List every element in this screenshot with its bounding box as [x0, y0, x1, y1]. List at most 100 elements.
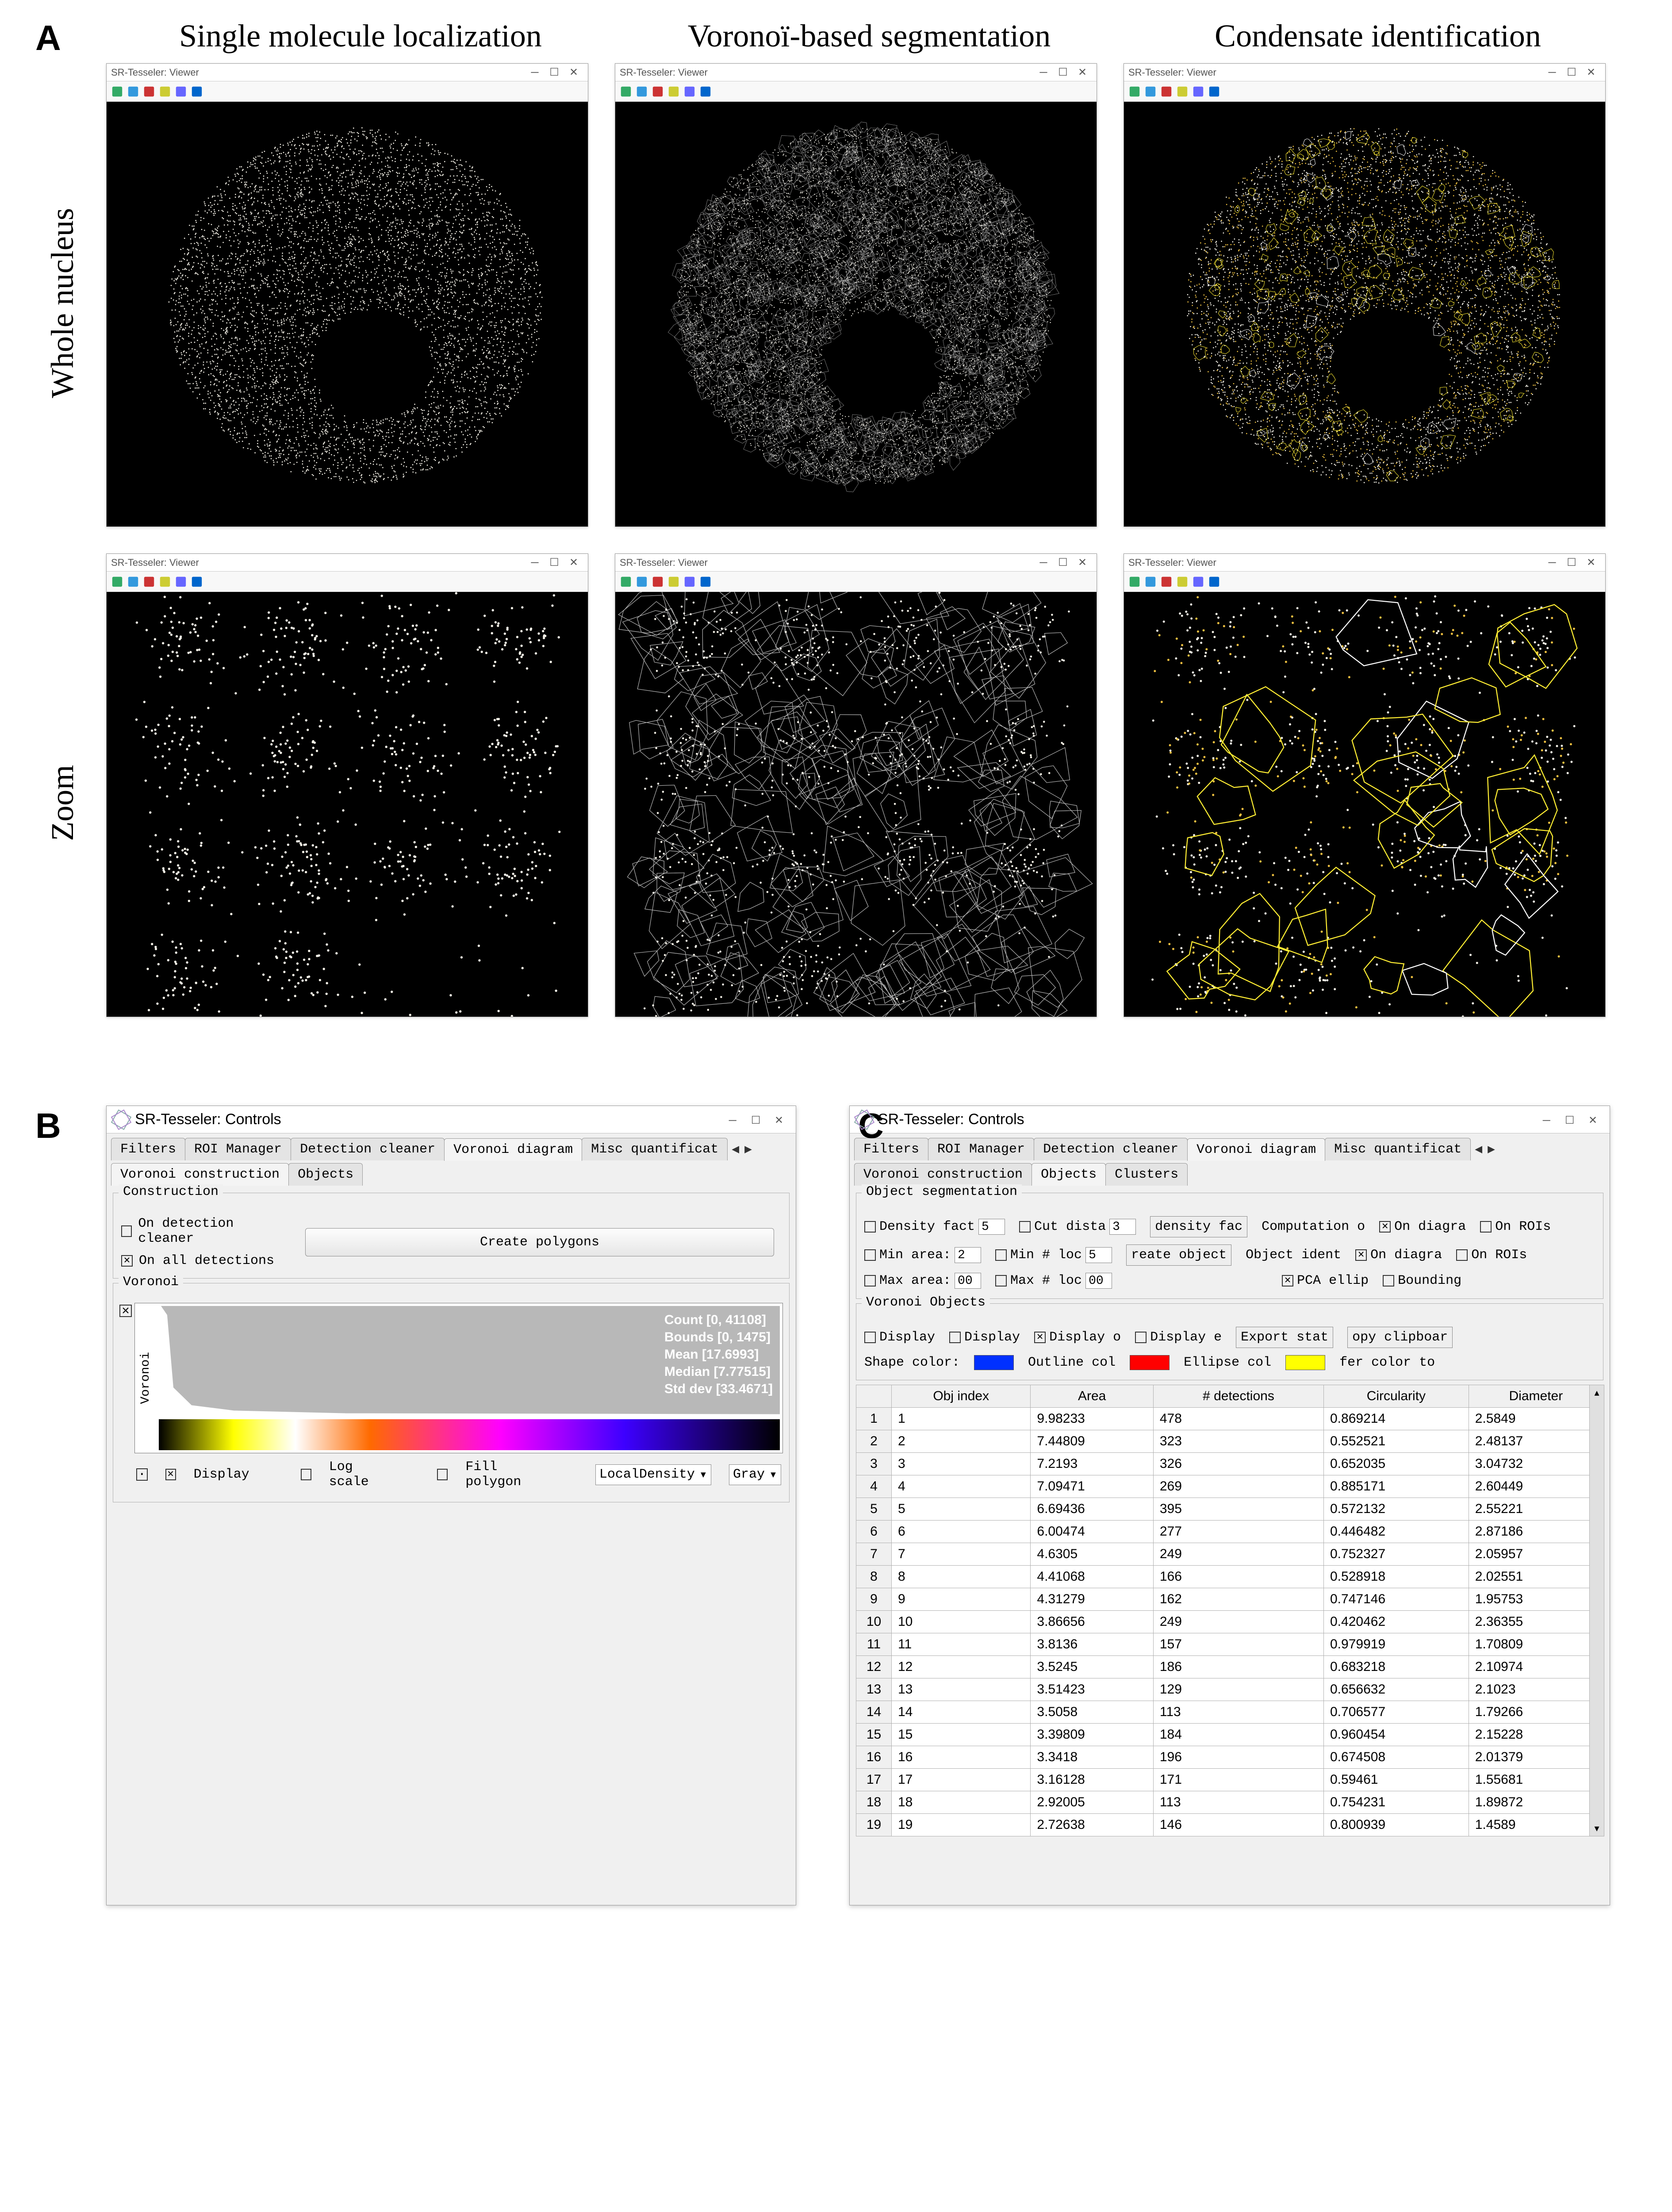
layers-icon[interactable]: [1176, 85, 1189, 98]
table-row[interactable]: 13133.514231290.6566322.1023: [856, 1678, 1603, 1701]
table-col-header[interactable]: Obj index: [892, 1385, 1031, 1408]
layers-icon[interactable]: [667, 85, 680, 98]
maximize-icon[interactable]: ☐: [545, 66, 564, 78]
select-local-density[interactable]: LocalDensity▾: [595, 1464, 711, 1485]
minimize-icon[interactable]: ─: [525, 557, 545, 569]
minimize-icon[interactable]: ─: [1542, 66, 1562, 79]
input-max-area[interactable]: [955, 1273, 981, 1289]
table-col-header[interactable]: Area: [1031, 1385, 1153, 1408]
btn-copy-clipboard[interactable]: opy clipboar: [1347, 1327, 1453, 1348]
folder-icon[interactable]: [1128, 85, 1141, 98]
arrow-icon[interactable]: [1192, 85, 1204, 98]
btn-create-polygons[interactable]: Create polygons: [305, 1228, 774, 1256]
zoom-icon[interactable]: [1144, 85, 1157, 98]
close-icon[interactable]: ✕: [1073, 556, 1092, 568]
close-icon[interactable]: ✕: [1583, 1114, 1603, 1126]
close-icon[interactable]: ✕: [769, 1114, 789, 1126]
chk-all-detections[interactable]: [121, 1255, 133, 1267]
chk-fill-polygon[interactable]: [437, 1469, 448, 1480]
tab-detection-cleaner[interactable]: Detection cleaner: [1034, 1138, 1188, 1160]
plot-close-icon[interactable]: ×: [119, 1305, 132, 1317]
small-close-icon[interactable]: ·: [136, 1468, 148, 1481]
minimize-icon[interactable]: ─: [525, 66, 545, 79]
table-scrollbar[interactable]: ▴ ▾: [1589, 1385, 1604, 1836]
info-icon[interactable]: [699, 85, 712, 98]
scroll-down-icon[interactable]: ▾: [1592, 1821, 1601, 1836]
tab-roi-manager[interactable]: ROI Manager: [928, 1138, 1034, 1160]
maximize-icon[interactable]: ☐: [1053, 66, 1073, 78]
tab-voronoi-diagram[interactable]: Voronoi diagram: [444, 1138, 582, 1161]
target-icon[interactable]: [652, 85, 664, 98]
target-icon[interactable]: [143, 576, 155, 588]
tab-nav-arrows[interactable]: ◀▶: [1470, 1141, 1499, 1158]
close-icon[interactable]: ✕: [1581, 66, 1601, 78]
chk-detection-cleaner[interactable]: [121, 1225, 132, 1237]
subtab-voronoi-construction[interactable]: Voronoi construction: [854, 1163, 1032, 1186]
zoom-icon[interactable]: [636, 85, 648, 98]
subtab-clusters[interactable]: Clusters: [1105, 1163, 1188, 1186]
target-icon[interactable]: [1160, 85, 1173, 98]
table-row[interactable]: 12123.52451860.6832182.10974: [856, 1656, 1603, 1678]
minimize-icon[interactable]: ─: [1542, 557, 1562, 569]
table-row[interactable]: 14143.50581130.7065771.79266: [856, 1701, 1603, 1724]
maximize-icon[interactable]: ☐: [1053, 556, 1073, 568]
viewer-canvas[interactable]: [1124, 102, 1605, 526]
layers-icon[interactable]: [667, 576, 680, 588]
close-icon[interactable]: ✕: [564, 66, 583, 78]
target-icon[interactable]: [652, 576, 664, 588]
chk-max-loc[interactable]: [995, 1275, 1007, 1286]
input-min-area[interactable]: [955, 1247, 981, 1263]
target-icon[interactable]: [143, 85, 155, 98]
viewer-canvas[interactable]: [615, 592, 1097, 1017]
table-row[interactable]: 556.694363950.5721322.55221: [856, 1498, 1603, 1521]
chk-display[interactable]: [165, 1469, 176, 1480]
info-icon[interactable]: [191, 85, 203, 98]
chk-min-loc[interactable]: [995, 1249, 1007, 1261]
table-col-header[interactable]: Circularity: [1324, 1385, 1469, 1408]
input-cut-dist[interactable]: [1109, 1219, 1136, 1235]
tab-voronoi-diagram[interactable]: Voronoi diagram: [1187, 1138, 1325, 1161]
info-icon[interactable]: [1208, 576, 1220, 588]
btn-export-stats[interactable]: Export stat: [1236, 1327, 1333, 1348]
table-row[interactable]: 15153.398091840.9604542.15228: [856, 1724, 1603, 1746]
chk-density-factor[interactable]: [864, 1221, 876, 1233]
table-row[interactable]: 227.448093230.5525212.48137: [856, 1430, 1603, 1453]
maximize-icon[interactable]: ☐: [1562, 556, 1581, 568]
table-row[interactable]: 447.094712690.8851712.60449: [856, 1475, 1603, 1498]
folder-icon[interactable]: [111, 85, 123, 98]
arrow-icon[interactable]: [175, 576, 187, 588]
swatch-shape[interactable]: [974, 1355, 1014, 1370]
chk-on-rois-2[interactable]: [1456, 1249, 1468, 1261]
chk-on-diagram-2[interactable]: [1355, 1249, 1367, 1261]
zoom-icon[interactable]: [127, 576, 139, 588]
info-icon[interactable]: [191, 576, 203, 588]
table-row[interactable]: 16163.34181960.6745082.01379: [856, 1746, 1603, 1769]
info-icon[interactable]: [699, 576, 712, 588]
btn-density-fac[interactable]: density fac: [1150, 1216, 1247, 1237]
table-col-header[interactable]: Diameter: [1469, 1385, 1603, 1408]
tab-misc-quant[interactable]: Misc quantificat: [1325, 1138, 1471, 1160]
table-col-header[interactable]: # detections: [1153, 1385, 1323, 1408]
btn-create-objects[interactable]: reate object: [1126, 1244, 1231, 1266]
layers-icon[interactable]: [1176, 576, 1189, 588]
close-icon[interactable]: ✕: [1581, 556, 1601, 568]
info-icon[interactable]: [1208, 85, 1220, 98]
target-icon[interactable]: [1160, 576, 1173, 588]
swatch-outline[interactable]: [1130, 1355, 1170, 1370]
select-colormap[interactable]: Gray▾: [729, 1464, 781, 1485]
zoom-icon[interactable]: [127, 85, 139, 98]
arrow-icon[interactable]: [683, 576, 696, 588]
tab-detection-cleaner[interactable]: Detection cleaner: [291, 1138, 445, 1160]
arrow-icon[interactable]: [683, 85, 696, 98]
chk-disp-3[interactable]: [1034, 1332, 1046, 1343]
tab-misc-quant[interactable]: Misc quantificat: [582, 1138, 728, 1160]
table-row[interactable]: 10103.866562490.4204622.36355: [856, 1611, 1603, 1633]
close-icon[interactable]: ✕: [1073, 66, 1092, 78]
tab-roi-manager[interactable]: ROI Manager: [185, 1138, 291, 1160]
minimize-icon[interactable]: ─: [1034, 66, 1053, 79]
input-max-loc[interactable]: [1085, 1273, 1112, 1289]
subtab-voronoi-construction[interactable]: Voronoi construction: [111, 1163, 289, 1186]
tab-nav-arrows[interactable]: ◀▶: [727, 1141, 756, 1158]
folder-icon[interactable]: [1128, 576, 1141, 588]
minimize-icon[interactable]: ─: [723, 1114, 742, 1127]
